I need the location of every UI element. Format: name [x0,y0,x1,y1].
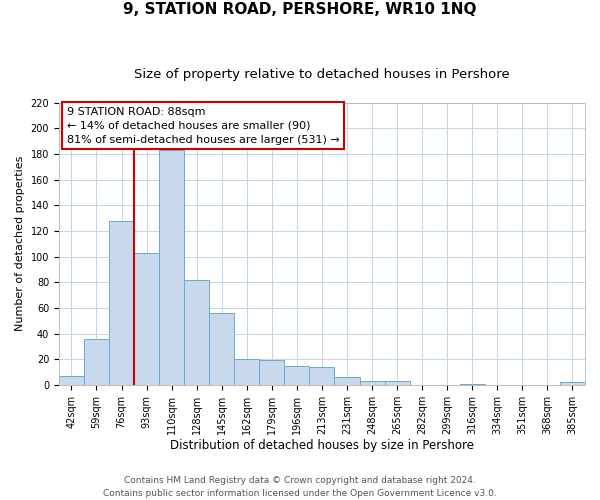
Bar [460,384,485,385]
Bar [209,313,234,385]
Bar [184,280,209,385]
Bar [134,252,159,385]
Bar [334,377,359,385]
Bar [385,381,410,385]
Bar [560,382,585,385]
Bar [159,150,184,385]
Y-axis label: Number of detached properties: Number of detached properties [15,156,25,332]
Bar [84,338,109,385]
Bar [310,367,334,385]
Bar [359,381,385,385]
Text: Contains HM Land Registry data © Crown copyright and database right 2024.
Contai: Contains HM Land Registry data © Crown c… [103,476,497,498]
Bar [234,359,259,385]
Title: Size of property relative to detached houses in Pershore: Size of property relative to detached ho… [134,68,510,80]
Bar [284,366,310,385]
Text: 9, STATION ROAD, PERSHORE, WR10 1NQ: 9, STATION ROAD, PERSHORE, WR10 1NQ [123,2,477,18]
Bar [59,376,84,385]
Text: 9 STATION ROAD: 88sqm
← 14% of detached houses are smaller (90)
81% of semi-deta: 9 STATION ROAD: 88sqm ← 14% of detached … [67,106,340,144]
Bar [259,360,284,385]
Bar [109,220,134,385]
X-axis label: Distribution of detached houses by size in Pershore: Distribution of detached houses by size … [170,440,474,452]
